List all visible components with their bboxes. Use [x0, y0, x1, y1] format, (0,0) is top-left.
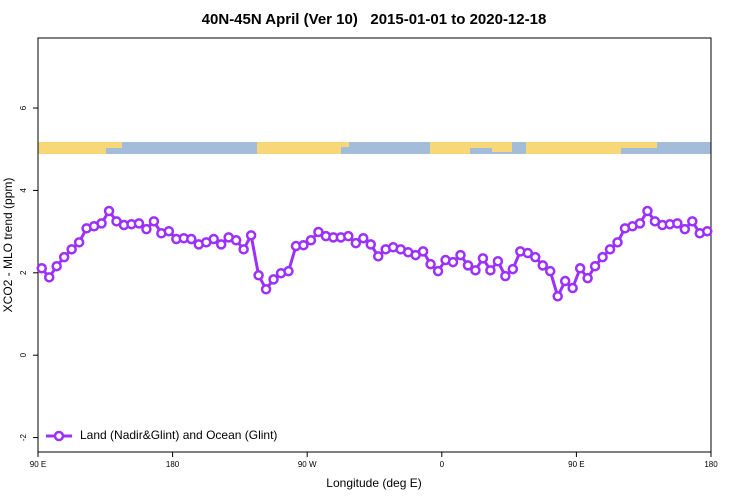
point	[552, 291, 563, 302]
point	[283, 265, 294, 277]
point	[238, 244, 249, 255]
point	[58, 251, 70, 263]
point	[133, 218, 145, 229]
point	[148, 216, 160, 227]
legend-marker	[53, 430, 65, 442]
point	[43, 272, 55, 283]
point	[672, 218, 683, 229]
point	[230, 235, 242, 246]
point	[298, 239, 309, 251]
point	[582, 272, 593, 284]
point	[163, 225, 175, 237]
point	[559, 275, 571, 287]
point	[425, 258, 436, 270]
x-tick-label: 90 E	[568, 460, 584, 469]
legend-label: Land (Nadir&Glint) and Ocean (Glint)	[80, 428, 277, 442]
point	[51, 260, 62, 272]
point	[470, 265, 481, 276]
point	[208, 233, 219, 245]
plot-frame	[37, 37, 712, 453]
x-tick-label: 180	[166, 460, 180, 469]
point	[447, 256, 459, 268]
y-tick-label: 2	[19, 270, 28, 275]
point	[186, 233, 197, 245]
point	[96, 218, 107, 229]
point	[687, 216, 698, 227]
point	[702, 225, 713, 237]
point	[589, 260, 601, 272]
point	[215, 239, 227, 250]
point	[537, 260, 548, 271]
point	[612, 237, 623, 248]
point	[507, 263, 519, 275]
y-tick-label: 0	[19, 352, 28, 357]
point	[462, 260, 474, 271]
point	[642, 205, 653, 217]
point	[477, 253, 489, 264]
point	[567, 282, 578, 294]
point	[417, 246, 429, 257]
point	[372, 251, 384, 262]
point	[253, 270, 264, 281]
point	[634, 218, 646, 229]
point	[365, 239, 377, 250]
point	[492, 256, 504, 267]
point	[455, 249, 466, 261]
y-axis-label: XCO2 - MLO trend (ppm)	[1, 178, 15, 313]
point	[679, 223, 691, 235]
point	[36, 263, 47, 274]
y-tick-label: 4	[19, 188, 28, 193]
y-tick-label: 6	[19, 105, 28, 110]
point	[343, 230, 354, 242]
point	[245, 230, 257, 241]
chart-title: 40N-45N April (Ver 10) 2015-01-01 to 202…	[202, 11, 547, 28]
y-tick-label: -2	[19, 433, 28, 441]
point	[268, 274, 279, 285]
point	[544, 265, 556, 277]
point	[432, 265, 444, 277]
point	[305, 235, 317, 246]
point	[260, 284, 272, 295]
point	[66, 244, 77, 255]
point	[103, 205, 115, 217]
point	[500, 270, 511, 282]
land-ocean-strip	[38, 142, 711, 154]
point	[350, 237, 362, 249]
point	[530, 251, 541, 263]
point	[485, 265, 496, 276]
point	[522, 247, 534, 259]
x-tick-label: 90 W	[298, 460, 317, 469]
point	[141, 223, 152, 235]
point	[313, 226, 324, 238]
x-tick-label: 0	[440, 460, 445, 469]
point	[604, 244, 616, 255]
x-tick-label: 90 E	[30, 460, 46, 469]
point	[73, 237, 85, 248]
x-axis-label: Longitude (deg E)	[326, 476, 421, 490]
point	[574, 263, 586, 274]
point	[597, 251, 608, 263]
point	[358, 232, 369, 244]
x-tick-label: 180	[704, 460, 718, 469]
